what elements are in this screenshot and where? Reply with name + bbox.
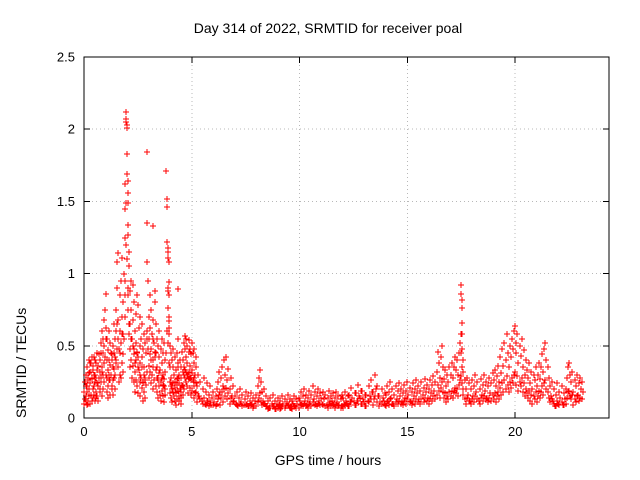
x-tick-label: 0 bbox=[80, 424, 87, 439]
x-tick-label: 5 bbox=[188, 424, 195, 439]
y-tick-label: 0 bbox=[68, 411, 75, 426]
x-tick-label: 15 bbox=[400, 424, 414, 439]
x-axis-label: GPS time / hours bbox=[274, 452, 382, 468]
scatter-points bbox=[81, 109, 586, 412]
x-tick-label: 10 bbox=[292, 424, 306, 439]
y-tick-label: 1.5 bbox=[57, 194, 75, 209]
chart-title: Day 314 of 2022, SRMTID for receiver poa… bbox=[193, 20, 463, 36]
y-tick-label: 2 bbox=[68, 122, 75, 137]
y-tick-label: 1 bbox=[68, 266, 75, 281]
y-tick-label: 0.5 bbox=[57, 338, 75, 353]
y-axis-label: SRMTID / TECUs bbox=[13, 307, 29, 418]
plot-border bbox=[83, 56, 610, 419]
x-tick-label: 20 bbox=[508, 424, 522, 439]
y-tick-label: 2.5 bbox=[57, 50, 75, 65]
